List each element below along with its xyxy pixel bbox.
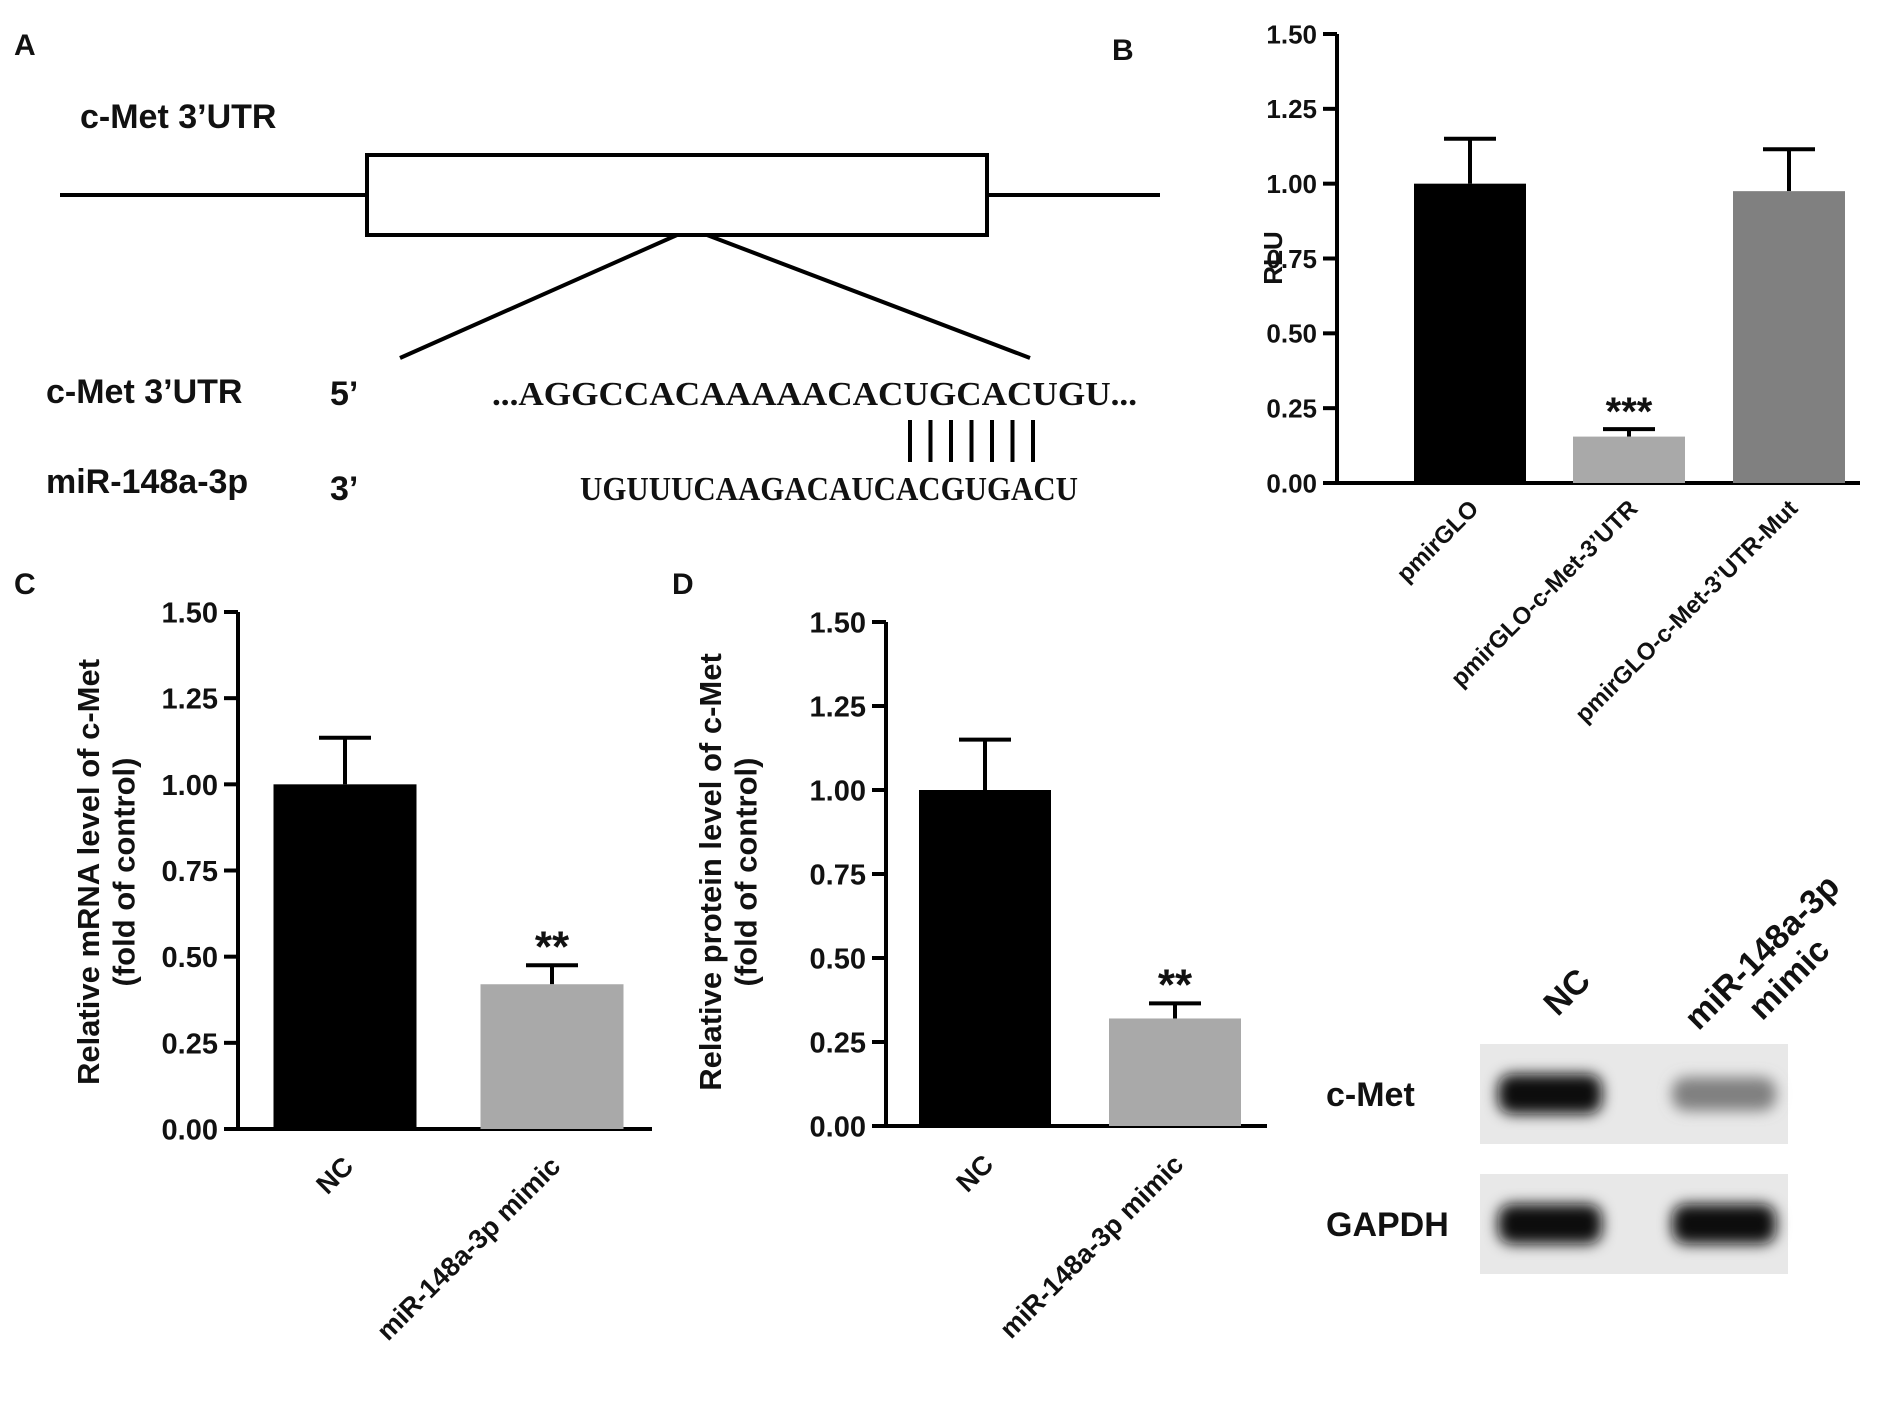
y-tick-label: 0.75 [1266,244,1317,274]
y-tick-label: 0.25 [810,1027,866,1059]
base-pairing-bars [908,420,1035,462]
blot-band [1672,1077,1776,1111]
panel-a: A c-Met 3’UTR c-Met 3’UTR 5’ ...AGGCCACA… [14,29,1160,508]
chart-b: 0.00 0.25 0.50 0.75 1.00 1.25 1.50 RLU pmirGLO **… [1258,19,1860,728]
blot-band [1498,1074,1602,1114]
y-axis-title-line: Relative protein level of c-Met [693,653,728,1091]
y-tick-label: 1.25 [810,691,866,723]
significance-label: *** [1606,390,1653,434]
y-tick-label: 0.75 [162,856,218,888]
bar [1573,436,1685,483]
blot-lane-label: NC [1536,961,1598,1023]
category-label: miR-148a-3p mimic [994,1149,1189,1344]
bar [1733,191,1845,483]
y-tick-label: 0.50 [162,942,218,974]
blot-row-label: c-Met [1326,1076,1415,1114]
zoom-line-left [399,233,678,360]
y-tick-label: 0.50 [810,943,866,975]
bar [480,984,624,1129]
panel-d-letter: D [672,568,694,601]
blot-row-label: GAPDH [1326,1206,1449,1244]
utr-title: c-Met 3’UTR [80,98,276,136]
blot-lane-label: miR-148a-3pmimic [1677,867,1874,1064]
y-tick-label: 1.50 [1266,19,1317,49]
seq-row1-name: c-Met 3’UTR [46,373,242,411]
y-tick-label: 0.25 [1266,394,1317,424]
y-tick-label: 1.50 [810,607,866,639]
y-tick-label: 0.00 [810,1111,866,1143]
chart-d: 0.00 0.25 0.50 0.75 1.00 1.25 1.50 Relative pro… [693,607,1267,1344]
significance-label: ** [535,922,570,971]
y-axis-title: Relative protein level of c-Met(fold of … [693,653,764,1091]
y-tick-label: 0.75 [810,859,866,891]
seq-row1-end: 5’ [330,375,358,413]
category-label: NC [310,1151,359,1200]
y-axis-title-line: Relative mRNA level of c-Met [71,659,106,1085]
y-tick-label: 1.00 [162,770,218,802]
y-tick-label: 1.00 [1266,169,1317,199]
category-label: pmirGLO-c-Met-3’UTR [1446,495,1643,692]
panel-b-letter: B [1112,34,1134,67]
y-axis-title-line: RLU [1258,231,1288,284]
y-tick-label: 1.25 [1266,94,1317,124]
y-tick-label: 0.25 [162,1028,218,1060]
seq-row2: UGUUUCAAGACAUCACGUGACU [580,471,1078,508]
blot-band [1672,1204,1776,1244]
bar [919,790,1051,1126]
y-axis-title-line: (fold of control) [107,758,142,987]
bar [273,784,417,1129]
y-axis-title: RLU [1258,231,1288,284]
y-tick-label: 1.25 [162,684,218,716]
bar [1414,183,1526,483]
category-label: NC [950,1149,999,1198]
significance-label: ** [1158,960,1193,1009]
seq-row2-end: 3’ [330,470,358,508]
utr-box [365,153,989,237]
y-tick-label: 0.00 [1266,468,1317,498]
panel-a-letter: A [14,29,36,62]
seq-row2-name: miR-148a-3p [46,463,248,501]
y-tick-label: 1.50 [162,597,218,629]
bar [1109,1018,1241,1126]
y-axis-title: Relative mRNA level of c-Met(fold of con… [71,659,142,1085]
panel-c-letter: C [14,568,36,601]
y-tick-label: 0.50 [1266,319,1317,349]
category-label: miR-148a-3p mimic [371,1151,566,1346]
blot-band [1498,1204,1602,1244]
seq-row1: ...AGGCCACAAAAACACUGCACUGU... [492,376,1137,413]
zoom-line-right [706,233,1031,360]
category-label: pmirGLO [1392,495,1485,588]
y-tick-label: 0.00 [162,1114,218,1146]
chart-c: 0.00 0.25 0.50 0.75 1.00 1.25 1.50 Relative mRN… [71,597,652,1346]
y-tick-label: 1.00 [810,775,866,807]
y-axis-title-line: (fold of control) [729,758,764,987]
western-blot: NC miR-148a-3pmimic c-Met GAPDH [1326,867,1874,1274]
